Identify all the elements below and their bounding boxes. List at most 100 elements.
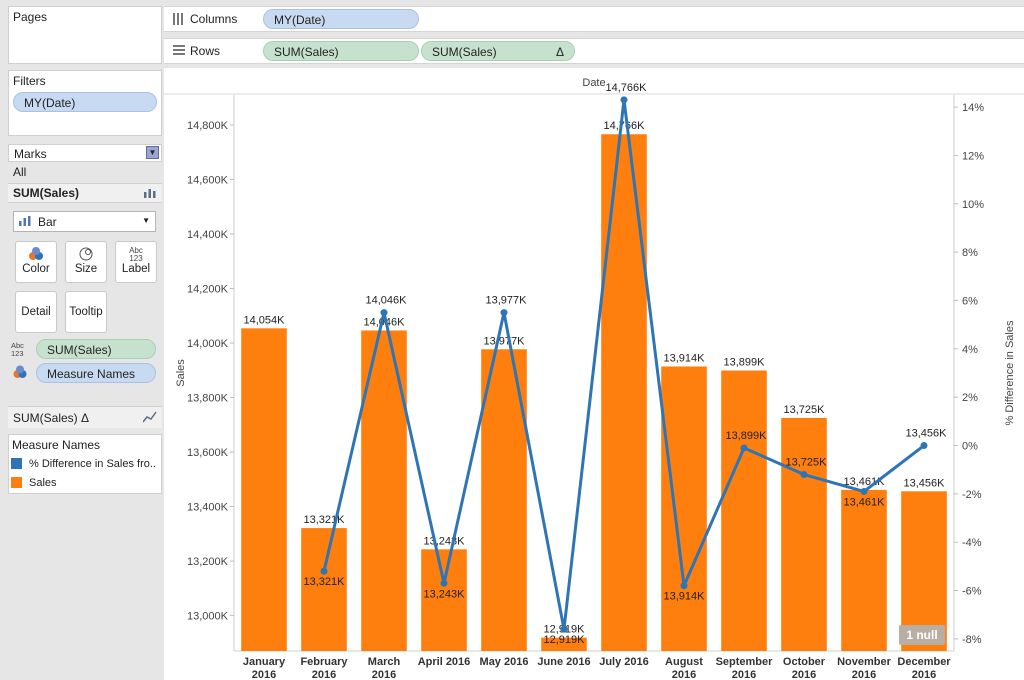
color-icon xyxy=(16,247,56,263)
pct-diff-label: 13,914K xyxy=(664,591,706,603)
legend-label-pct-diff: % Difference in Sales fro.. xyxy=(29,458,156,470)
pct-diff-label: 13,977K xyxy=(486,295,528,307)
delta-icon: Δ xyxy=(555,45,564,59)
bar-value-label: 13,243K xyxy=(424,535,466,547)
pct-diff-point xyxy=(920,442,928,450)
pct-diff-label: 13,461K xyxy=(844,496,886,508)
mark-type-select[interactable]: Bar ▼ xyxy=(13,211,156,232)
y2-tick-label: -4% xyxy=(962,537,982,549)
y2-tick-label: 4% xyxy=(962,344,978,356)
y-tick-label: 13,400K xyxy=(187,502,229,514)
pct-diff-point xyxy=(860,487,868,495)
y2-tick-label: -8% xyxy=(962,634,982,646)
pct-diff-label: 12,919K xyxy=(544,634,586,646)
marks-sum-sales-delta-tab[interactable]: SUM(Sales) Δ xyxy=(8,406,162,428)
rows-icon xyxy=(173,45,185,60)
x-tick-label: July 2016 xyxy=(599,656,649,668)
marks-sum-sales-tab[interactable]: SUM(Sales) xyxy=(8,183,162,203)
bar-mark-icon xyxy=(19,216,31,229)
bar xyxy=(241,328,287,651)
marks-all-tab[interactable]: All xyxy=(13,165,27,179)
rows-shelf[interactable]: Rows SUM(Sales) SUM(Sales) Δ xyxy=(164,38,1024,64)
x-tick-label: April 2016 xyxy=(418,656,471,668)
pct-diff-label: 13,725K xyxy=(786,457,828,469)
label-button[interactable]: Abc 123 Label xyxy=(115,241,157,283)
x-tick-label: May 2016 xyxy=(480,656,529,668)
chart-svg: Date 13,000K 13,200K 13,400K 13,600K 13,800K 1… xyxy=(164,77,1024,680)
x-tick-label-year: 2016 xyxy=(852,669,876,680)
pct-diff-point xyxy=(500,309,508,317)
bar xyxy=(721,370,767,651)
size-icon xyxy=(66,247,106,263)
detail-button[interactable]: Detail xyxy=(15,291,57,333)
bar-value-label: 13,725K xyxy=(784,404,826,416)
bar xyxy=(661,366,707,651)
label-shelf-icon: Abc 123 xyxy=(11,341,24,358)
chevron-down-icon: ▼ xyxy=(142,216,150,225)
columns-pill-my-date[interactable]: MY(Date) xyxy=(263,9,419,29)
y-tick-label: 14,800K xyxy=(187,120,229,132)
bar xyxy=(841,489,887,651)
x-tick-label: January xyxy=(243,656,286,668)
color-button[interactable]: Color xyxy=(15,241,57,283)
x-tick-label: June 2016 xyxy=(537,656,590,668)
x-tick-label: February xyxy=(300,656,348,668)
detail-label: Detail xyxy=(21,306,51,318)
size-button[interactable]: Size xyxy=(65,241,107,283)
filter-pill-my-date[interactable]: MY(Date) xyxy=(13,92,157,112)
columns-label: Columns xyxy=(190,12,238,26)
marks-title: Marks xyxy=(14,147,47,161)
marks-collapse-icon[interactable]: ▼ xyxy=(146,146,159,159)
sum-sales-delta-label: SUM(Sales) Δ xyxy=(13,411,90,425)
color-label: Color xyxy=(22,263,50,275)
y2-tick-label: 6% xyxy=(962,295,978,307)
x-tick-label-year: 2016 xyxy=(792,669,816,680)
color-pill-measure-names[interactable]: Measure Names xyxy=(36,363,156,383)
tooltip-label: Tooltip xyxy=(69,306,103,318)
y2-tick-label: 2% xyxy=(962,392,978,404)
rows-label: Rows xyxy=(190,44,221,58)
y2-tick-label: 8% xyxy=(962,247,978,259)
pct-diff-point xyxy=(440,579,448,587)
bar xyxy=(901,491,947,651)
null-indicator[interactable]: 1 null xyxy=(899,625,945,645)
legend-label-sales: Sales xyxy=(29,477,57,489)
y2-tick-label: -2% xyxy=(962,489,982,501)
bar-value-label: 13,456K xyxy=(904,477,946,489)
rows-pill-sum-sales-1[interactable]: SUM(Sales) xyxy=(263,41,419,61)
pages-panel[interactable]: Pages xyxy=(8,6,162,64)
bar-value-label: 14,046K xyxy=(364,316,406,328)
bar-value-label: 13,977K xyxy=(484,335,526,347)
x-tick-label-year: 2016 xyxy=(312,669,336,680)
line-chart-icon xyxy=(142,411,157,426)
y-tick-label: 13,000K xyxy=(187,611,229,623)
y2-tick-label: 0% xyxy=(962,441,978,453)
x-tick-label: December xyxy=(897,656,951,668)
pct-diff-point xyxy=(680,582,688,590)
view-area: Date 13,000K 13,200K 13,400K 13,600K 13,800K 1… xyxy=(164,68,1024,680)
legend-item-sales[interactable]: Sales xyxy=(11,477,57,495)
chart-title: Date xyxy=(582,77,605,89)
y-tick-label: 14,400K xyxy=(187,229,229,241)
legend-item-pct-diff[interactable]: % Difference in Sales fro.. xyxy=(11,458,156,476)
pct-diff-point xyxy=(560,625,568,633)
y-tick-label: 14,200K xyxy=(187,284,229,296)
legend-title: Measure Names xyxy=(12,438,101,452)
x-tick-label: March xyxy=(368,656,401,668)
measure-names-legend: Measure Names % Difference in Sales fro.… xyxy=(8,434,162,494)
filters-panel[interactable]: Filters MY(Date) xyxy=(8,70,162,136)
marks-panel: Marks ▼ All SUM(Sales) Bar ▼ Color Size … xyxy=(8,144,162,430)
x-tick-label-year: 2016 xyxy=(252,669,276,680)
legend-swatch-blue xyxy=(11,458,22,469)
y-tick-label: 13,600K xyxy=(187,447,229,459)
bar xyxy=(781,417,827,651)
mark-type-value: Bar xyxy=(38,215,57,229)
rows-pill-sum-sales-2[interactable]: SUM(Sales) Δ xyxy=(421,41,575,61)
pages-title: Pages xyxy=(13,10,48,24)
y-tick-label: 13,800K xyxy=(187,393,229,405)
label-pill-sum-sales[interactable]: SUM(Sales) xyxy=(36,339,156,359)
label-label: Label xyxy=(121,263,151,275)
tooltip-button[interactable]: Tooltip xyxy=(65,291,107,333)
y-tick-label: 13,200K xyxy=(187,556,229,568)
columns-shelf[interactable]: Columns MY(Date) xyxy=(164,6,1024,32)
